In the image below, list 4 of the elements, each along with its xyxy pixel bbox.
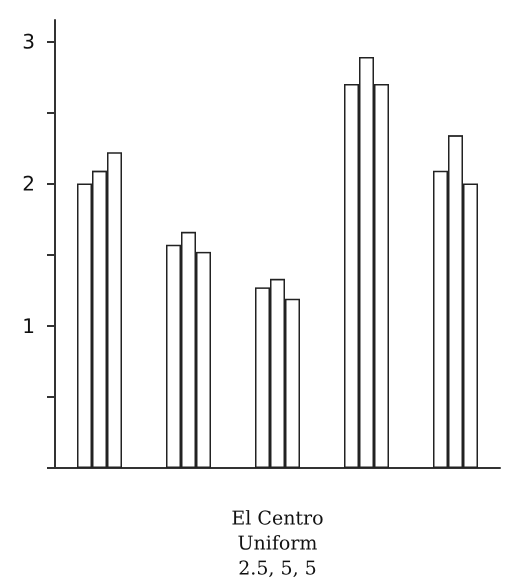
y-tick-label: 1	[22, 314, 35, 338]
y-tick-label: 2	[22, 172, 35, 196]
x-axis-title: El Centro Uniform 2.5, 5, 5	[231, 508, 324, 580]
y-tick-label: 3	[22, 29, 35, 54]
